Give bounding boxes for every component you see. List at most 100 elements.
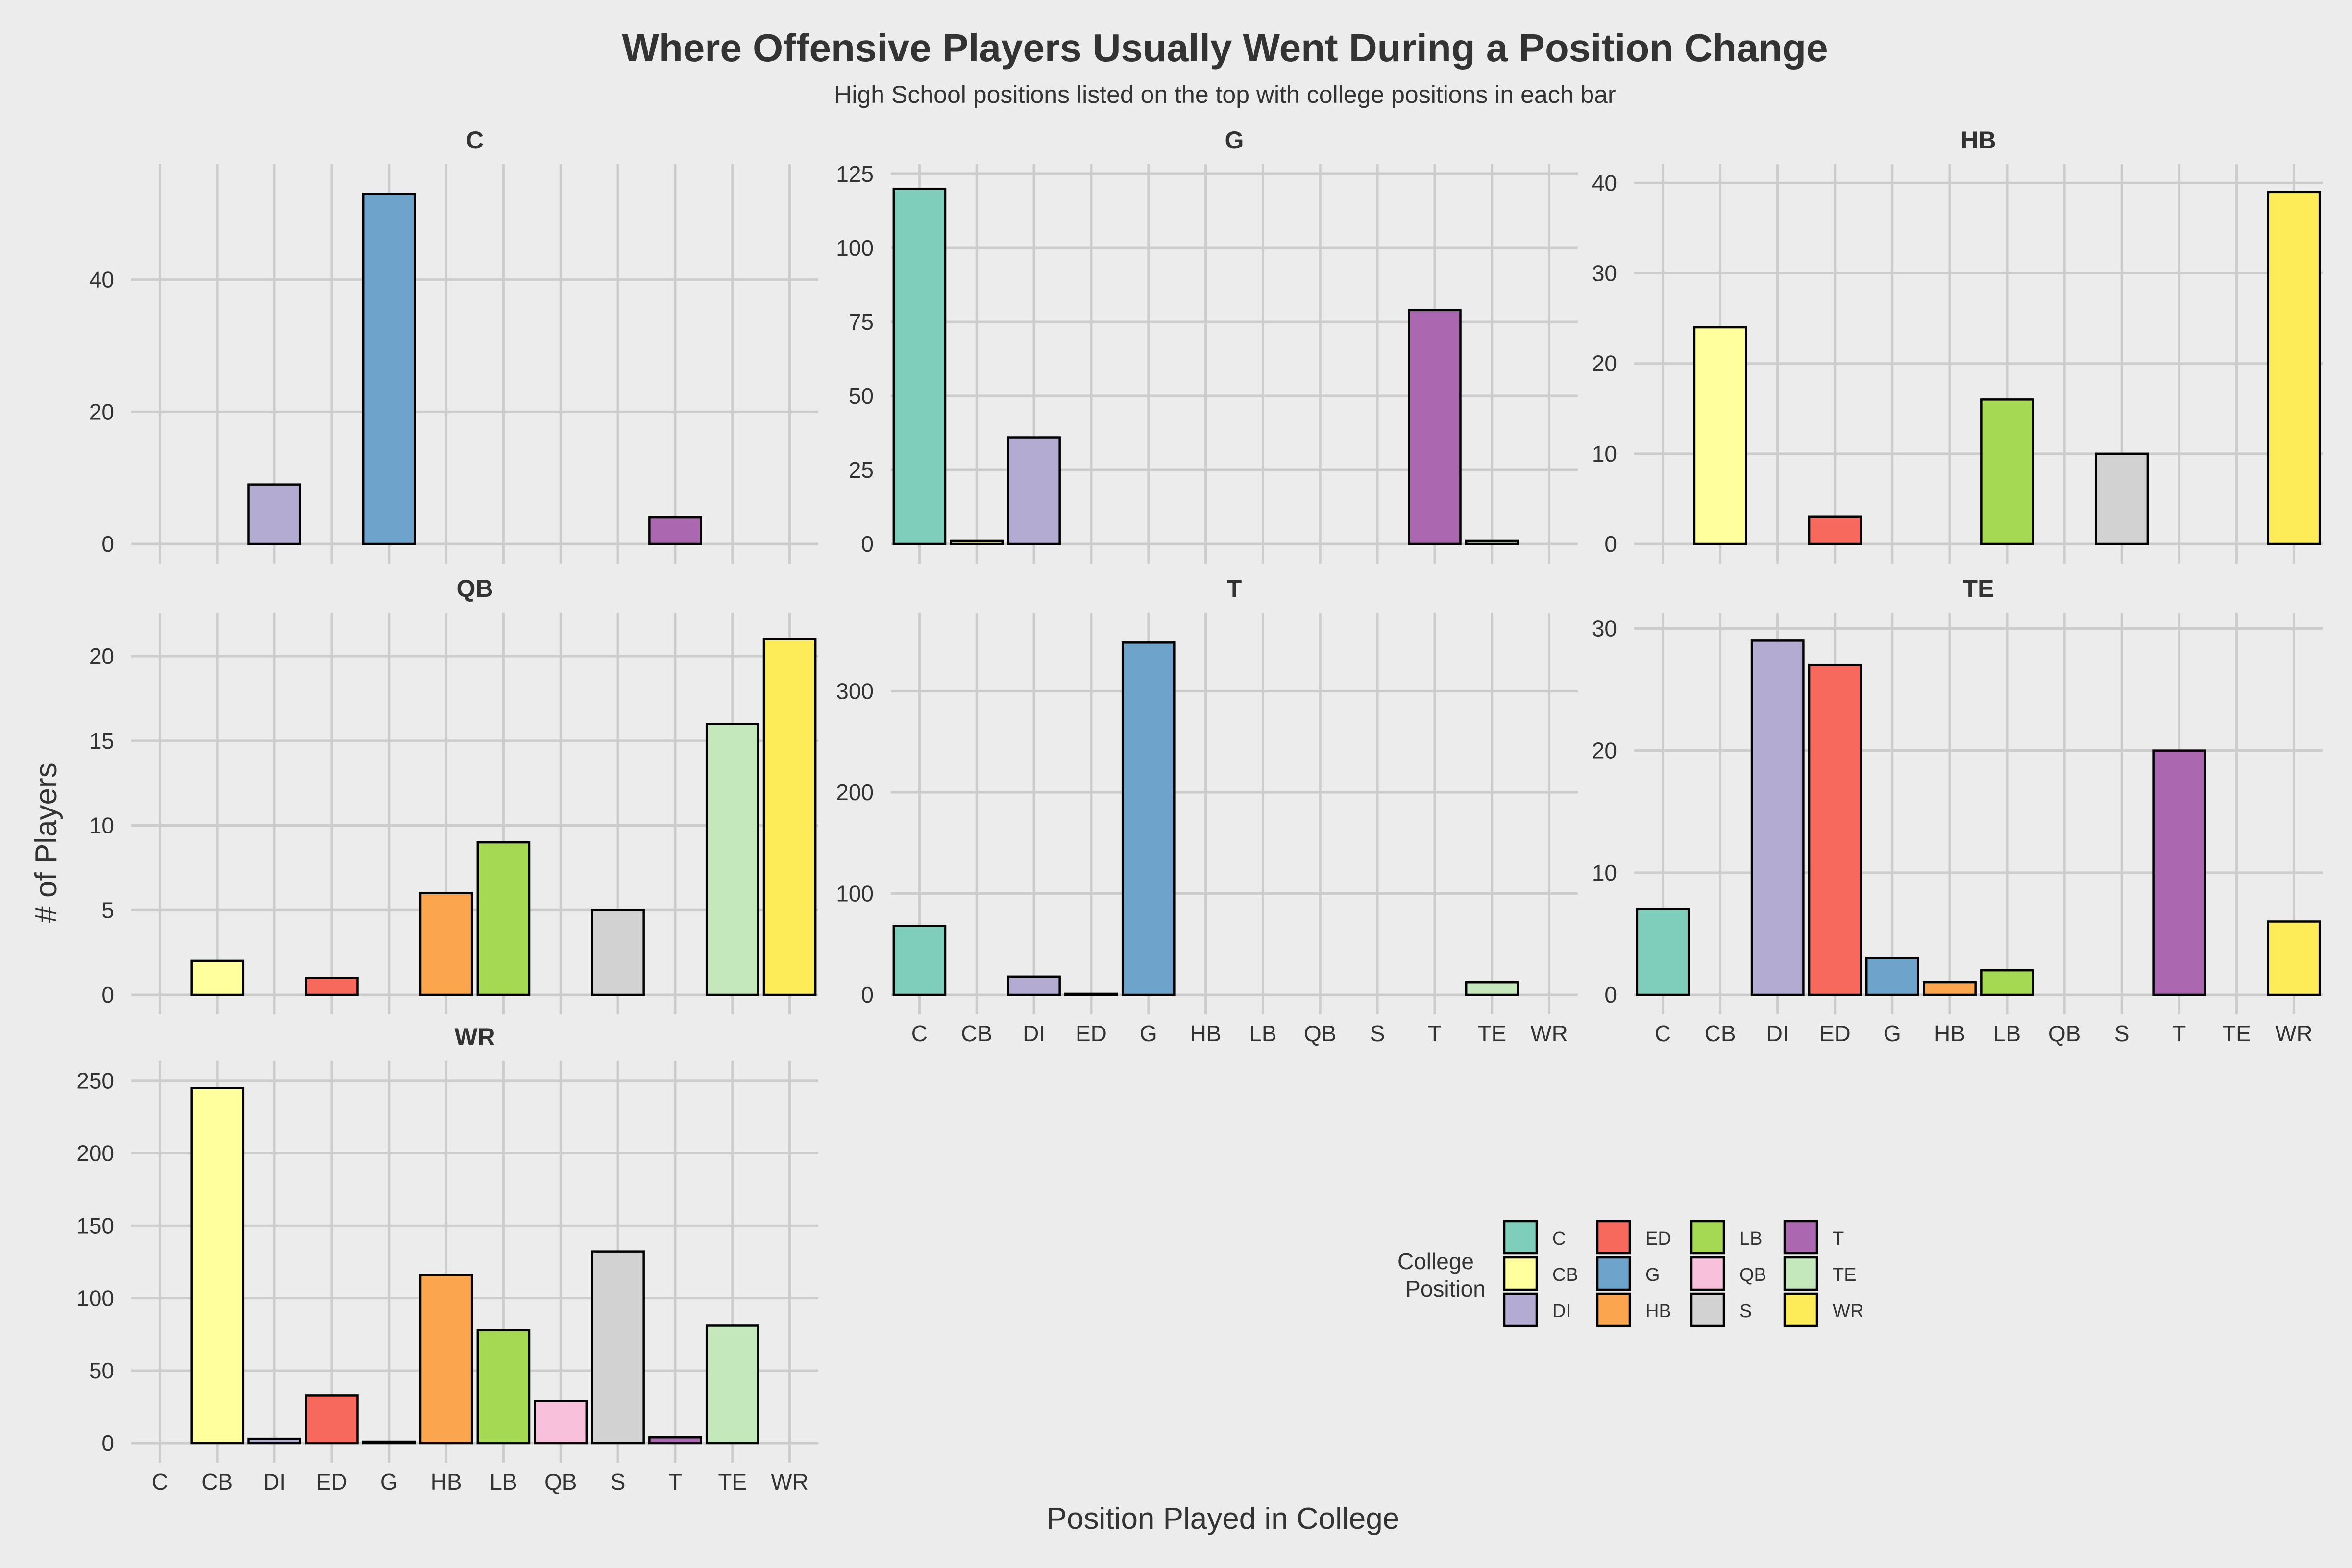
- x-tick-label: T: [668, 1469, 682, 1494]
- bar-c-t: [648, 516, 702, 545]
- y-tick-label: 10: [1592, 441, 1617, 466]
- bar-qb-hb: [419, 892, 473, 996]
- facet-panels: C02040G0255075100125HB010203040QB0510152…: [76, 126, 2323, 1494]
- bar-t-ed: [1064, 992, 1118, 996]
- y-tick-label: 10: [1592, 860, 1617, 885]
- x-tick-label: DI: [1023, 1021, 1045, 1046]
- y-tick-label: 0: [1604, 982, 1617, 1007]
- legend-label-ed: ED: [1645, 1228, 1671, 1249]
- chart-title: Where Offensive Players Usually Went Dur…: [622, 26, 1828, 70]
- legend-key-di: [1503, 1292, 1538, 1327]
- legend-label-qb: QB: [1740, 1265, 1766, 1285]
- y-tick-label: 200: [836, 780, 874, 805]
- legend-key-lb: [1690, 1220, 1725, 1255]
- x-tick-label: WR: [2275, 1021, 2313, 1046]
- bar-qb-s: [591, 909, 645, 996]
- facet-label-g: G: [1225, 126, 1244, 154]
- bar-wr-t: [648, 1436, 702, 1445]
- x-tick-label: QB: [2048, 1021, 2081, 1046]
- bar-te-hb: [1923, 981, 1977, 996]
- legend-label-te: TE: [1833, 1265, 1857, 1285]
- legend-key-cb: [1503, 1256, 1538, 1291]
- legend-label-di: DI: [1552, 1301, 1571, 1322]
- x-tick-label: WR: [771, 1469, 808, 1494]
- facet-label-qb: QB: [457, 575, 493, 602]
- y-tick-label: 75: [849, 309, 874, 335]
- facet-label-t: T: [1227, 575, 1242, 602]
- x-tick-label: LB: [1249, 1021, 1276, 1046]
- x-tick-label: DI: [263, 1469, 286, 1494]
- bar-g-cb: [950, 539, 1004, 545]
- x-tick-label: LB: [490, 1469, 517, 1494]
- x-tick-label: QB: [544, 1469, 577, 1494]
- x-tick-label: HB: [1934, 1021, 1965, 1046]
- y-tick-label: 0: [1604, 531, 1617, 557]
- y-tick-label: 250: [76, 1068, 114, 1094]
- legend-key-wr: [1783, 1292, 1818, 1327]
- bar-wr-lb: [476, 1329, 531, 1445]
- y-tick-label: 0: [101, 531, 114, 557]
- bar-te-di: [1750, 639, 1805, 996]
- facet-label-c: C: [466, 126, 484, 154]
- legend-key-qb: [1690, 1256, 1725, 1291]
- facet-panel-g: G 0 25 50 75 100 125: [836, 126, 1578, 564]
- bar-wr-hb: [419, 1274, 473, 1445]
- y-tick-label: 40: [89, 267, 114, 293]
- x-tick-label: LB: [1993, 1021, 2021, 1046]
- x-tick-label: T: [1428, 1021, 1442, 1046]
- bar-wr-g: [362, 1440, 416, 1445]
- legend-label-wr: WR: [1833, 1301, 1863, 1322]
- bar-te-g: [1865, 956, 1919, 996]
- bar-t-g: [1121, 641, 1176, 996]
- x-tick-label: HB: [431, 1469, 462, 1494]
- legend-label-hb: HB: [1645, 1301, 1671, 1322]
- bar-wr-qb: [534, 1399, 588, 1445]
- bar-t-di: [1007, 975, 1061, 996]
- x-axis-title: Position Played in College: [1047, 1502, 1399, 1536]
- y-tick-label: 100: [76, 1285, 114, 1311]
- y-tick-label: 100: [836, 235, 874, 261]
- y-tick-label: 0: [101, 982, 114, 1007]
- y-tick-label: 0: [861, 982, 874, 1007]
- legend-key-g: [1596, 1256, 1631, 1291]
- x-tick-label: S: [1370, 1021, 1385, 1046]
- x-tick-label: G: [380, 1469, 398, 1494]
- bar-wr-te: [705, 1324, 760, 1445]
- legend-key-te: [1783, 1256, 1818, 1291]
- bar-hb-cb: [1693, 326, 1747, 545]
- bar-qb-te: [705, 723, 760, 996]
- legend-key-s: [1690, 1292, 1725, 1327]
- legend-label-t: T: [1833, 1228, 1844, 1249]
- x-tick-label: ED: [316, 1469, 347, 1494]
- y-tick-label: 40: [1592, 170, 1617, 196]
- bar-qb-lb: [476, 841, 531, 996]
- bar-te-wr: [2267, 920, 2321, 996]
- y-tick-label: 300: [836, 678, 874, 704]
- bar-te-ed: [1808, 663, 1862, 996]
- x-tick-label: CB: [961, 1021, 992, 1046]
- bar-qb-ed: [305, 977, 359, 996]
- y-tick-label: 0: [861, 531, 874, 557]
- legend-key-c: [1503, 1220, 1538, 1255]
- y-tick-label: 50: [89, 1358, 114, 1383]
- legend-label-cb: CB: [1552, 1265, 1578, 1285]
- bar-te-t: [2152, 749, 2206, 996]
- y-tick-label: 200: [76, 1141, 114, 1166]
- x-tick-label: QB: [1304, 1021, 1336, 1046]
- bar-te-lb: [1980, 969, 2034, 996]
- legend: College Position C CB DI ED G HB LB QB S T TE WR: [1397, 1220, 1863, 1327]
- bar-wr-di: [247, 1437, 301, 1445]
- x-tick-label: ED: [1076, 1021, 1107, 1046]
- x-tick-label: C: [1655, 1021, 1671, 1046]
- bar-t-c: [892, 925, 947, 996]
- x-tick-label: TE: [2222, 1021, 2251, 1046]
- y-tick-label: 20: [89, 399, 114, 424]
- bar-g-c: [892, 187, 947, 545]
- legend-label-g: G: [1645, 1265, 1660, 1285]
- bar-wr-s: [591, 1250, 645, 1445]
- legend-label-c: C: [1552, 1228, 1566, 1249]
- y-tick-label: 20: [1592, 738, 1617, 763]
- x-tick-label: CB: [1705, 1021, 1736, 1046]
- legend-title-line: Position: [1405, 1276, 1486, 1301]
